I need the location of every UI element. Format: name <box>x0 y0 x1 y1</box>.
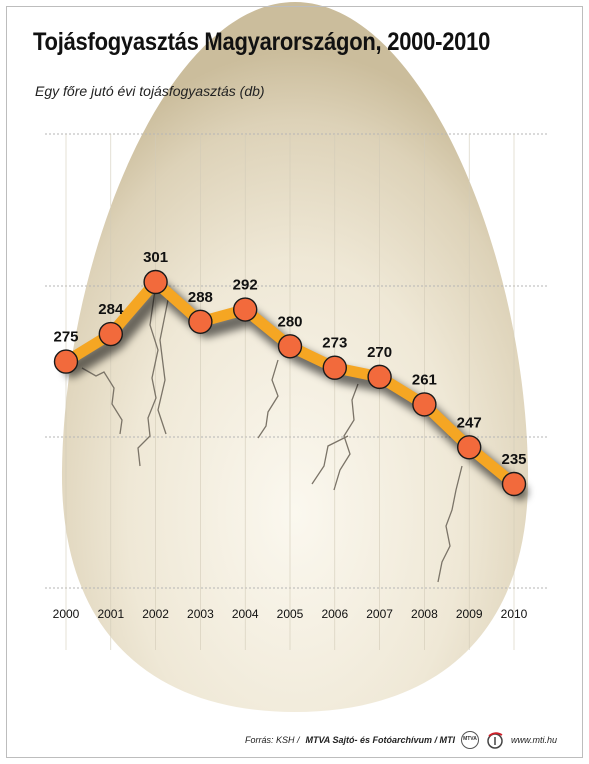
crack-line <box>333 383 359 491</box>
mti-logo-icon <box>485 730 505 750</box>
data-point-2004 <box>232 297 258 322</box>
x-tick-label-2005: 2005 <box>277 607 304 621</box>
mtva-logo: MTVA <box>460 731 479 749</box>
crack-line <box>257 359 279 439</box>
data-labels: 275 284 301 288 292 280 273 270 261 247 235 <box>53 249 526 468</box>
source-credit: MTVA Sajtó- és Fotóarchívum / MTI <box>305 735 455 745</box>
data-point-2000 <box>53 349 79 374</box>
x-tick-label-2000: 2000 <box>53 607 80 621</box>
data-point-2003 <box>188 309 213 334</box>
x-tick-label-2009: 2009 <box>456 607 483 621</box>
data-label-2009: 247 <box>457 414 482 431</box>
chart-title: Tojásfogyasztás Magyarországon, 2000-201… <box>33 28 491 56</box>
data-point-2006 <box>322 355 347 380</box>
chart-subtitle: Egy főre jutó évi tojásfogyasztás (db) <box>35 83 265 99</box>
x-tick-label-2010: 2010 <box>501 607 528 621</box>
source-prefix: Forrás: KSH / <box>244 735 300 745</box>
crack-line <box>437 465 463 583</box>
data-point-2009 <box>457 435 482 460</box>
x-tick-label-2001: 2001 <box>97 607 124 621</box>
data-label-2010: 235 <box>501 451 526 468</box>
data-label-2003: 288 <box>188 289 213 306</box>
data-label-2006: 273 <box>322 335 347 352</box>
x-tick-label-2003: 2003 <box>187 607 214 621</box>
crack-line <box>311 435 349 485</box>
x-tick-label-2007: 2007 <box>366 607 393 621</box>
x-tick-label-2008: 2008 <box>411 607 438 621</box>
data-point-2002 <box>143 269 168 295</box>
data-label-2005: 280 <box>277 313 302 330</box>
crack-line <box>81 367 123 435</box>
footer: Forrás: KSH / MTVA Sajtó- és Fotóarchívu… <box>245 730 557 750</box>
data-point-2001 <box>98 321 124 347</box>
data-point-2007 <box>367 364 392 390</box>
gridlines <box>45 133 548 650</box>
website-link[interactable]: www.mti.hu <box>510 735 557 745</box>
data-label-2002: 301 <box>143 249 168 266</box>
x-axis-ticks: 2000 2001 2002 2003 2004 2005 2006 2007 2008 2009… <box>53 607 528 621</box>
data-markers <box>53 269 527 497</box>
data-point-2010 <box>501 471 527 497</box>
crack-line <box>157 299 169 435</box>
data-label-2001: 284 <box>98 301 124 318</box>
data-label-2000: 275 <box>53 329 78 346</box>
x-tick-label-2006: 2006 <box>321 607 348 621</box>
data-label-2008: 261 <box>412 371 437 388</box>
data-label-2007: 270 <box>367 344 392 361</box>
x-tick-label-2002: 2002 <box>142 607 169 621</box>
data-point-2008 <box>412 392 437 417</box>
x-tick-label-2004: 2004 <box>232 607 259 621</box>
data-label-2004: 292 <box>233 277 258 294</box>
crack-line <box>137 289 159 467</box>
egg-cracks <box>81 289 463 583</box>
data-point-2005 <box>277 334 303 359</box>
